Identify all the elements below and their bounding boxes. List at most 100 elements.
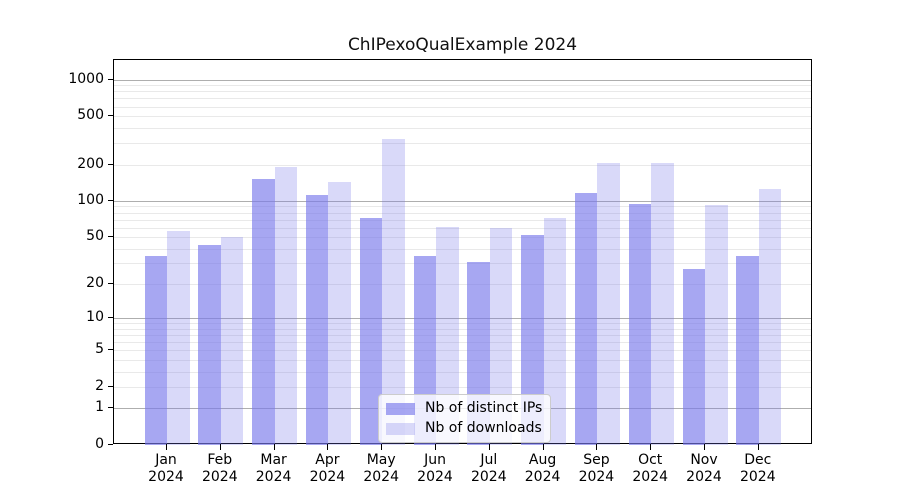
- bar-downloads-jan: [167, 231, 190, 445]
- bar-downloads-jun: [436, 226, 459, 445]
- gridline-30: [114, 263, 811, 265]
- x-tick-oct: [650, 444, 652, 450]
- year-label: 2024: [739, 469, 776, 485]
- y-tick-50: [108, 236, 113, 237]
- y-tick-1: [108, 407, 113, 409]
- gridline-40: [114, 248, 811, 250]
- y-tick-label-1000: 1000: [68, 70, 104, 87]
- bar-distinct-ips-dec: [736, 255, 759, 445]
- gridline-70: [114, 219, 811, 221]
- x-tick-nov: [704, 444, 705, 450]
- gridline-900: [114, 85, 811, 87]
- x-tick-label-mar: Mar 2024: [244, 452, 304, 486]
- gridline-1000: [114, 79, 811, 81]
- gridline-800: [114, 91, 811, 93]
- gridline-10: [114, 318, 811, 320]
- x-tick-label-may: May 2024: [351, 452, 411, 486]
- gridline-60: [114, 227, 811, 229]
- y-tick-100: [108, 199, 113, 201]
- gridline-7: [114, 335, 811, 336]
- x-tick-feb: [219, 444, 221, 450]
- x-tick-mar: [273, 444, 275, 450]
- x-tick-label-aug: Aug 2024: [513, 452, 573, 486]
- x-tick-may: [381, 444, 383, 450]
- plot-area: [113, 59, 812, 445]
- y-tick-label-2: 2: [95, 377, 104, 394]
- month-label: Nov: [690, 452, 718, 468]
- y-tick-2: [108, 385, 113, 387]
- bar-distinct-ips-aug: [521, 235, 544, 445]
- legend-label-downloads: Nb of downloads: [425, 420, 542, 436]
- x-tick-sep: [596, 444, 598, 450]
- bar-distinct-ips-nov: [682, 268, 705, 445]
- gridline-90: [114, 206, 811, 208]
- legend-item-downloads: Nb of downloads: [386, 420, 542, 437]
- year-label: 2024: [632, 469, 668, 485]
- y-tick-0: [108, 444, 113, 445]
- bar-downloads-sep: [597, 162, 620, 445]
- gridline-2: [114, 386, 811, 388]
- y-tick-5: [108, 349, 113, 351]
- x-tick-aug: [542, 444, 544, 450]
- x-tick-label-oct: Oct 2024: [620, 452, 680, 486]
- bar-distinct-ips-feb: [198, 244, 221, 445]
- x-tick-jul: [488, 444, 490, 450]
- y-tick-10: [108, 317, 113, 319]
- year-label: 2024: [148, 469, 184, 485]
- legend: Nb of distinct IPs Nb of downloads: [378, 394, 552, 443]
- legend-item-distinct-ips: Nb of distinct IPs: [386, 400, 542, 417]
- year-label: 2024: [255, 469, 292, 485]
- gridline-20: [114, 284, 811, 285]
- bar-downloads-dec: [758, 189, 782, 445]
- bar-distinct-ips-apr: [305, 194, 329, 445]
- month-label: May: [366, 452, 396, 468]
- bar-downloads-nov: [705, 205, 728, 445]
- bar-downloads-aug: [543, 218, 567, 445]
- bar-downloads-feb: [220, 237, 244, 445]
- year-label: 2024: [201, 469, 238, 485]
- gridline-4: [114, 359, 811, 361]
- y-tick-label-500: 500: [77, 107, 104, 124]
- month-label: Jun: [424, 452, 446, 468]
- gridline-3: [114, 371, 811, 373]
- x-tick-label-sep: Sep 2024: [566, 452, 626, 486]
- gridline-400: [114, 128, 811, 129]
- chart-title: ChIPexoQualExample 2024: [347, 35, 578, 55]
- y-tick-label-20: 20: [86, 275, 104, 291]
- month-label: Mar: [260, 452, 287, 468]
- x-tick-apr: [327, 444, 329, 450]
- y-tick-label-10: 10: [86, 309, 104, 326]
- y-tick-label-0: 0: [95, 436, 104, 452]
- gridline-600: [114, 106, 811, 108]
- gridline-300: [114, 143, 811, 145]
- gridline-500: [114, 116, 811, 118]
- year-label: 2024: [578, 469, 615, 485]
- y-tick-1000: [108, 78, 113, 80]
- x-tick-label-feb: Feb 2024: [190, 452, 250, 486]
- legend-swatch-downloads: [386, 422, 415, 435]
- year-label: 2024: [524, 469, 561, 485]
- bar-distinct-ips-sep: [574, 193, 598, 445]
- bar-downloads-may: [382, 139, 405, 445]
- gridline-5: [114, 350, 811, 352]
- year-label: 2024: [363, 469, 399, 485]
- gridline-9: [114, 323, 811, 325]
- x-tick-label-nov: Nov 2024: [674, 452, 734, 486]
- x-tick-jan: [166, 444, 167, 450]
- month-label: Apr: [315, 452, 340, 468]
- year-label: 2024: [309, 469, 346, 485]
- x-tick-label-jan: Jan 2024: [136, 452, 196, 486]
- bar-downloads-apr: [328, 181, 351, 445]
- y-tick-200: [108, 163, 113, 165]
- legend-label-distinct-ips: Nb of distinct IPs: [425, 400, 543, 416]
- gridline-50: [114, 237, 811, 238]
- gridline-100: [114, 200, 811, 202]
- y-tick-label-200: 200: [77, 155, 104, 172]
- x-tick-dec: [757, 444, 759, 450]
- month-label: Sep: [583, 452, 610, 468]
- year-label: 2024: [686, 469, 722, 485]
- month-label: Aug: [528, 452, 557, 468]
- bar-distinct-ips-jan: [144, 255, 167, 445]
- x-tick-jun: [435, 444, 436, 450]
